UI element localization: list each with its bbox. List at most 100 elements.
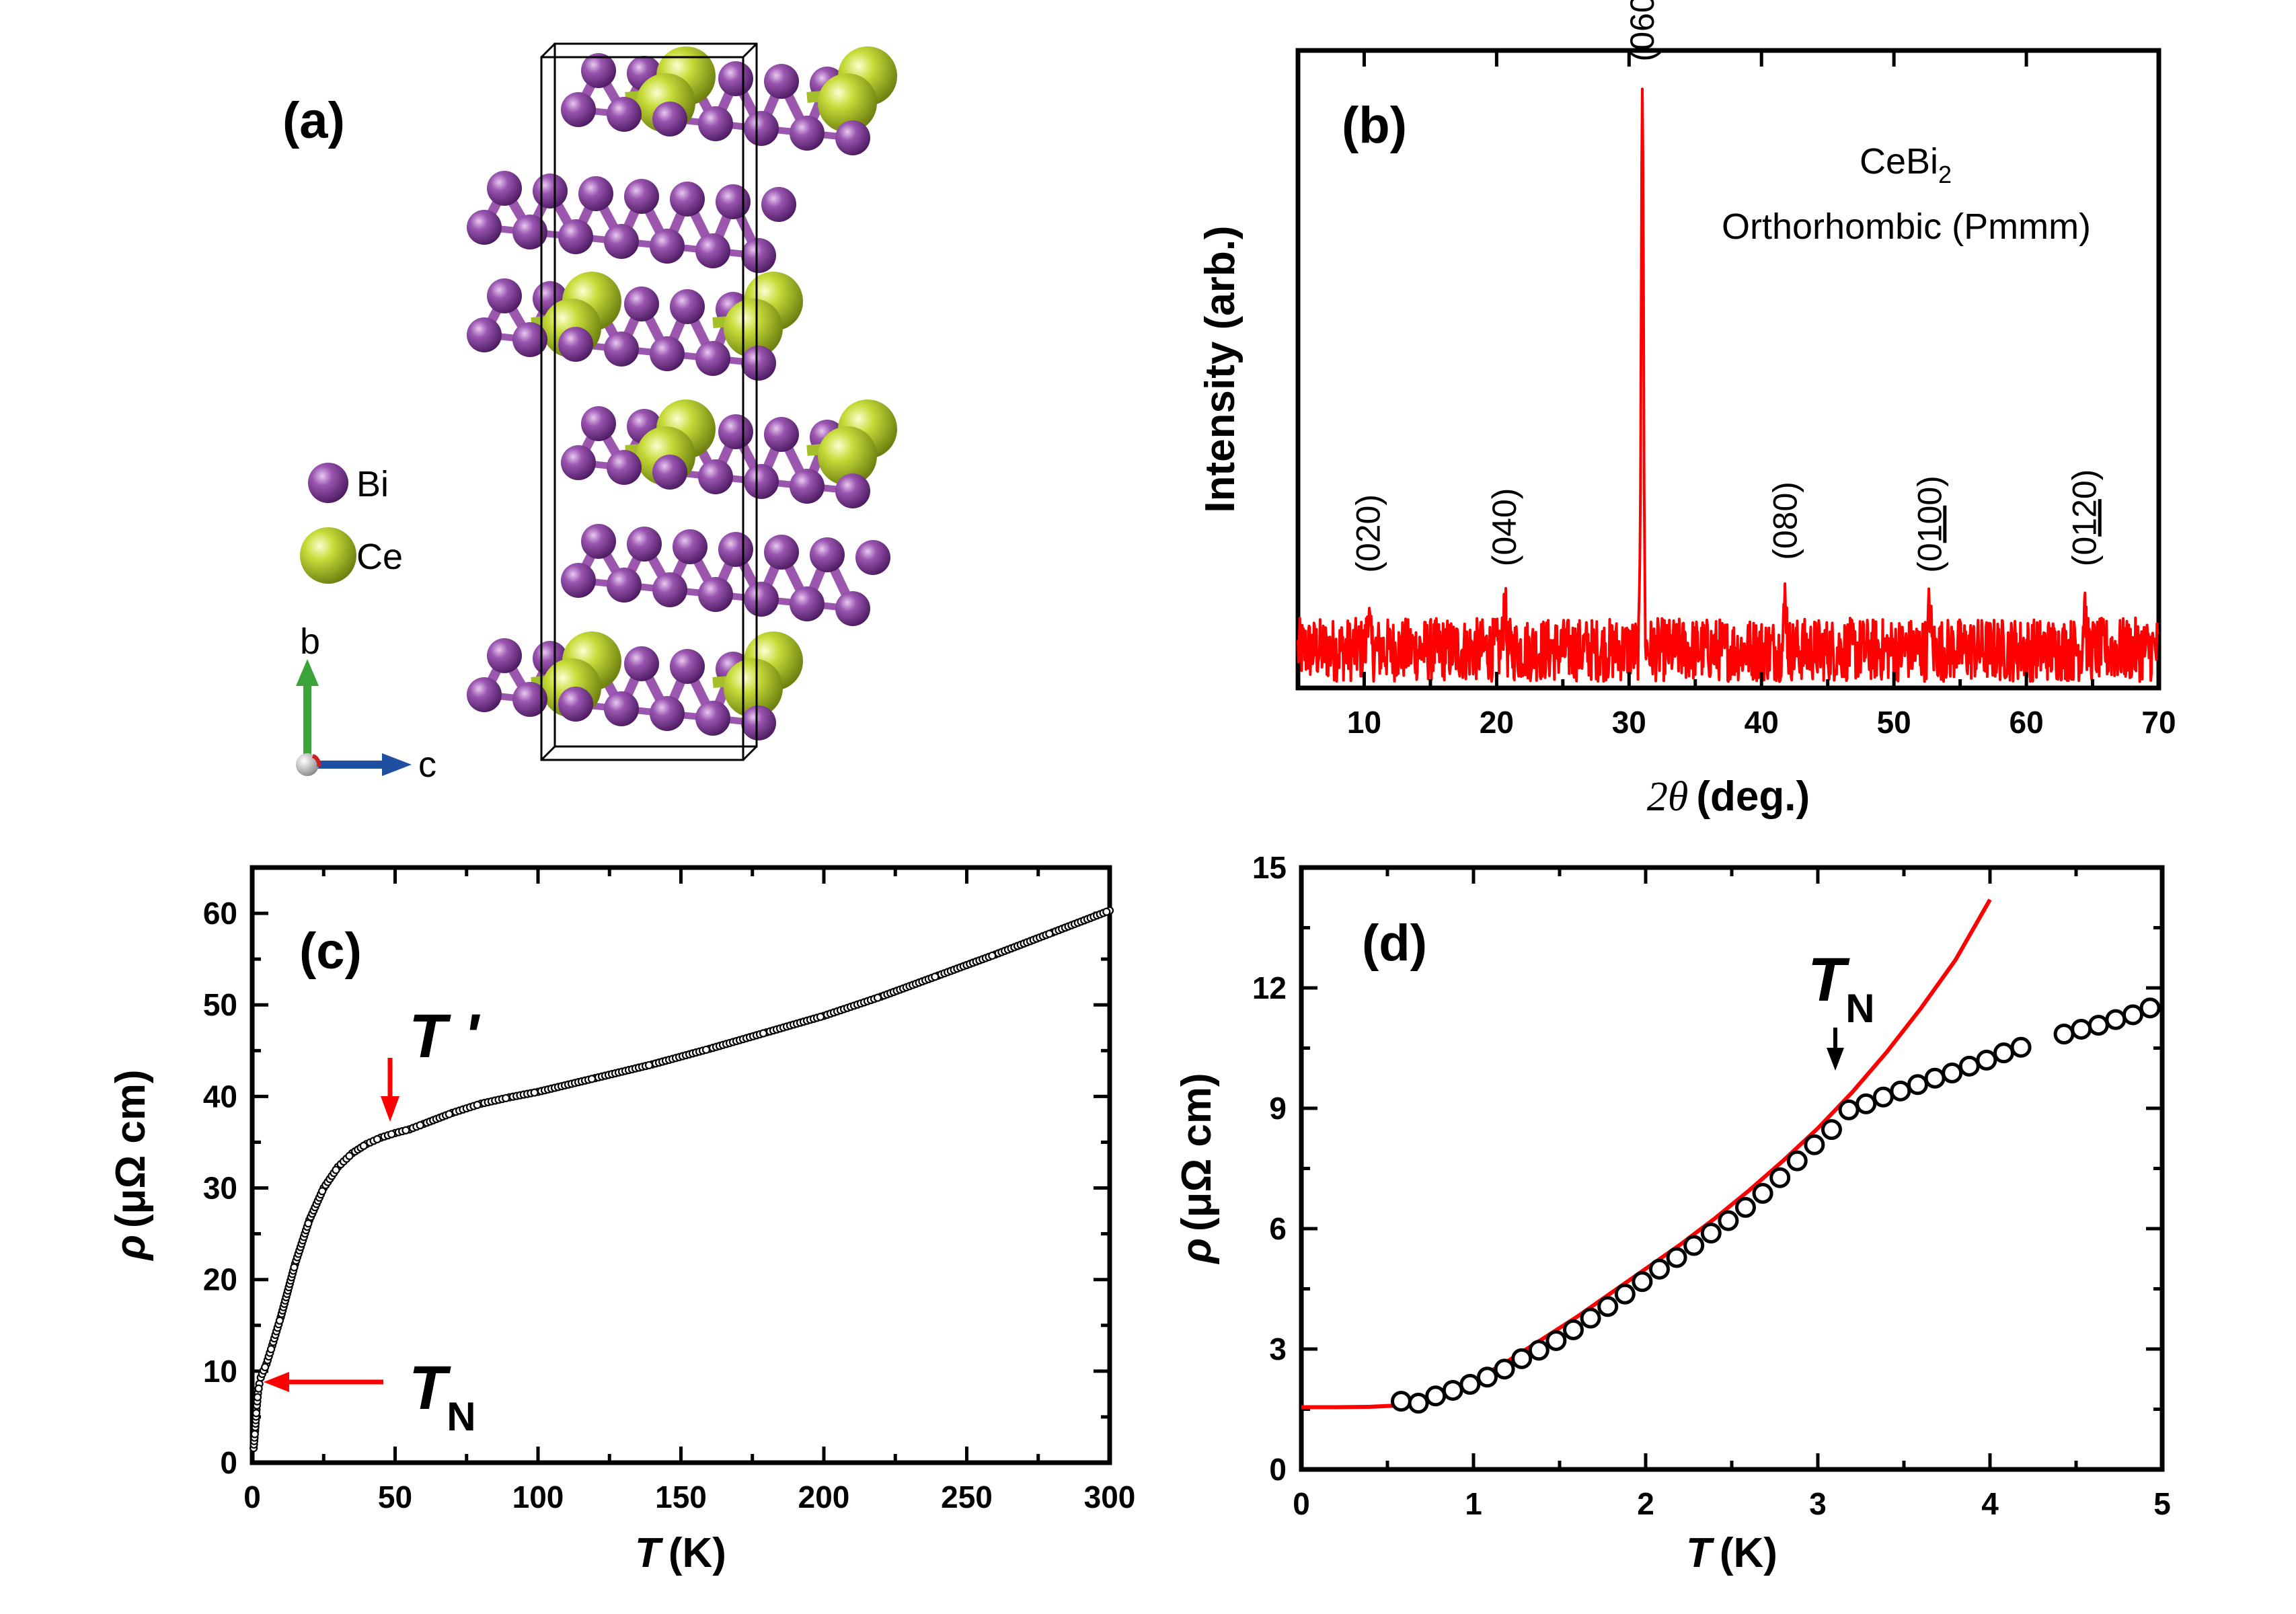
ce-atom-icon <box>300 527 356 584</box>
panel-d-y-axis-label: ρ (μΩ cm) <box>1174 1073 1220 1264</box>
data-point <box>1804 1134 1825 1155</box>
data-point-dense <box>266 1345 276 1354</box>
data-point <box>2010 1036 2032 1058</box>
panel-d-ticks <box>1299 866 2164 1471</box>
panel-b-x-tick-labels: 10 20 30 40 50 60 70 <box>1347 705 2176 740</box>
data-point-dense <box>759 1029 768 1038</box>
y-tick-label: 3 <box>1269 1332 1287 1367</box>
tn-annotation-d: TN <box>1808 946 1875 1071</box>
data-point-dense <box>304 1219 313 1228</box>
y-unit: (μΩ cm) <box>108 1069 154 1228</box>
data-point <box>1476 1367 1498 1388</box>
data-point <box>1769 1167 1791 1188</box>
tn-annotation-c: TN <box>264 1354 476 1439</box>
x-unit: (K) <box>1720 1530 1777 1576</box>
data-point <box>1734 1196 1756 1218</box>
bi-atom-icon <box>308 463 348 503</box>
data-point <box>1632 1271 1653 1293</box>
data-point <box>1718 1210 1739 1231</box>
x-unit: (K) <box>668 1530 726 1576</box>
tn-subscript: N <box>447 1394 475 1439</box>
x-tick-label: 150 <box>655 1480 707 1514</box>
peak-label: (020) <box>1349 494 1387 573</box>
panel-d-axes-frame <box>1299 865 2165 1472</box>
peak-label: (0120) <box>2066 469 2104 567</box>
x-unit: (deg.) <box>1696 773 1810 820</box>
data-point <box>1442 1379 1463 1401</box>
arrow-left-icon <box>264 1372 289 1392</box>
data-point-dense <box>359 1141 368 1151</box>
y-tick-label: 50 <box>203 987 237 1022</box>
data-point-dense <box>290 1263 299 1272</box>
rho-symbol: ρ <box>1174 1238 1220 1265</box>
panel-b-x-axis-label: 2θ (deg.) <box>1647 773 1810 820</box>
panel-c-y-axis-label: ρ (μΩ cm) <box>108 1069 154 1261</box>
tn-main: T <box>409 1354 451 1422</box>
data-point <box>1562 1319 1584 1340</box>
data-point <box>1700 1223 1722 1244</box>
data-point <box>1580 1307 1601 1329</box>
data-point-dense <box>416 1121 424 1130</box>
data-point <box>1872 1086 1894 1108</box>
tn-subscript: N <box>1845 986 1874 1031</box>
y-tick-label: 20 <box>203 1262 237 1297</box>
panel-a-label: (a) <box>282 92 345 149</box>
data-point <box>1890 1080 1911 1102</box>
data-point-dense <box>644 1061 654 1070</box>
b-axis-label: b <box>300 621 320 662</box>
xrd-trace <box>1297 87 2160 683</box>
panel-b-peak-labels: (020) (040) (060) (080) (0100) (0120) <box>1349 0 2103 573</box>
crystal-axes-triad: b c <box>296 621 436 785</box>
tn-label-d: TN <box>1808 946 1875 1031</box>
panel-c-ticks <box>250 868 1112 1465</box>
compound-base: CeBi <box>1860 141 1938 182</box>
compound-formula: CeBi2 <box>1860 141 1952 188</box>
y-tick-label: 0 <box>220 1445 237 1480</box>
y-tick-label: 15 <box>1252 850 1287 885</box>
panel-b-xrd-pattern: 10 20 30 40 50 60 70 (020) (040) (060) (080) (0100… <box>1197 0 2176 820</box>
rho-symbol: ρ <box>108 1235 154 1262</box>
legend-item-bi: Bi <box>308 463 389 504</box>
data-point <box>1597 1296 1619 1317</box>
atomic-layer <box>467 171 796 273</box>
data-point-dense <box>345 1151 354 1160</box>
atom-legend: Bi Ce <box>300 463 403 584</box>
data-point <box>1666 1247 1687 1268</box>
data-point <box>1907 1074 1928 1096</box>
data-point <box>2105 1009 2127 1030</box>
data-point <box>1459 1374 1481 1395</box>
x-tick-label: 50 <box>1877 705 1911 740</box>
data-point <box>1494 1358 1515 1380</box>
data-point-dense <box>445 1110 453 1118</box>
x-tick-label: 10 <box>1347 705 1381 740</box>
data-point-dense <box>254 1384 263 1393</box>
data-point <box>1993 1042 2014 1064</box>
two-theta-symbol: 2θ <box>1647 774 1688 820</box>
atomic-layer <box>561 399 897 508</box>
panel-b-x-ticks <box>1362 50 2161 688</box>
x-tick-label: 300 <box>1084 1480 1136 1514</box>
data-point <box>1924 1067 1946 1089</box>
x-tick-label: 4 <box>1981 1486 1999 1521</box>
data-point <box>1528 1340 1549 1361</box>
atomic-layer <box>467 272 803 381</box>
t-symbol: T <box>1686 1530 1715 1576</box>
data-point <box>1683 1235 1705 1256</box>
data-point <box>1752 1182 1773 1204</box>
x-tick-label: 70 <box>2141 705 2176 740</box>
data-point-dense <box>473 1100 482 1110</box>
x-tick-label: 100 <box>512 1480 564 1514</box>
legend-item-ce: Ce <box>300 527 403 584</box>
peak-label: (080) <box>1767 482 1804 560</box>
x-tick-label: 40 <box>1745 705 1779 740</box>
panel-c-tick-labels: 0 50 100 150 200 250 300 0 10 20 30 40 50 60 <box>203 896 1136 1514</box>
x-tick-label: 2 <box>1637 1486 1654 1521</box>
data-point-dense <box>252 1409 261 1418</box>
panel-d-data-points <box>1390 997 2161 1414</box>
x-tick-label: 20 <box>1480 705 1514 740</box>
compound-subscript: 2 <box>1938 161 1952 188</box>
data-point-dense <box>250 1430 259 1438</box>
panel-c-label: (c) <box>299 923 362 980</box>
